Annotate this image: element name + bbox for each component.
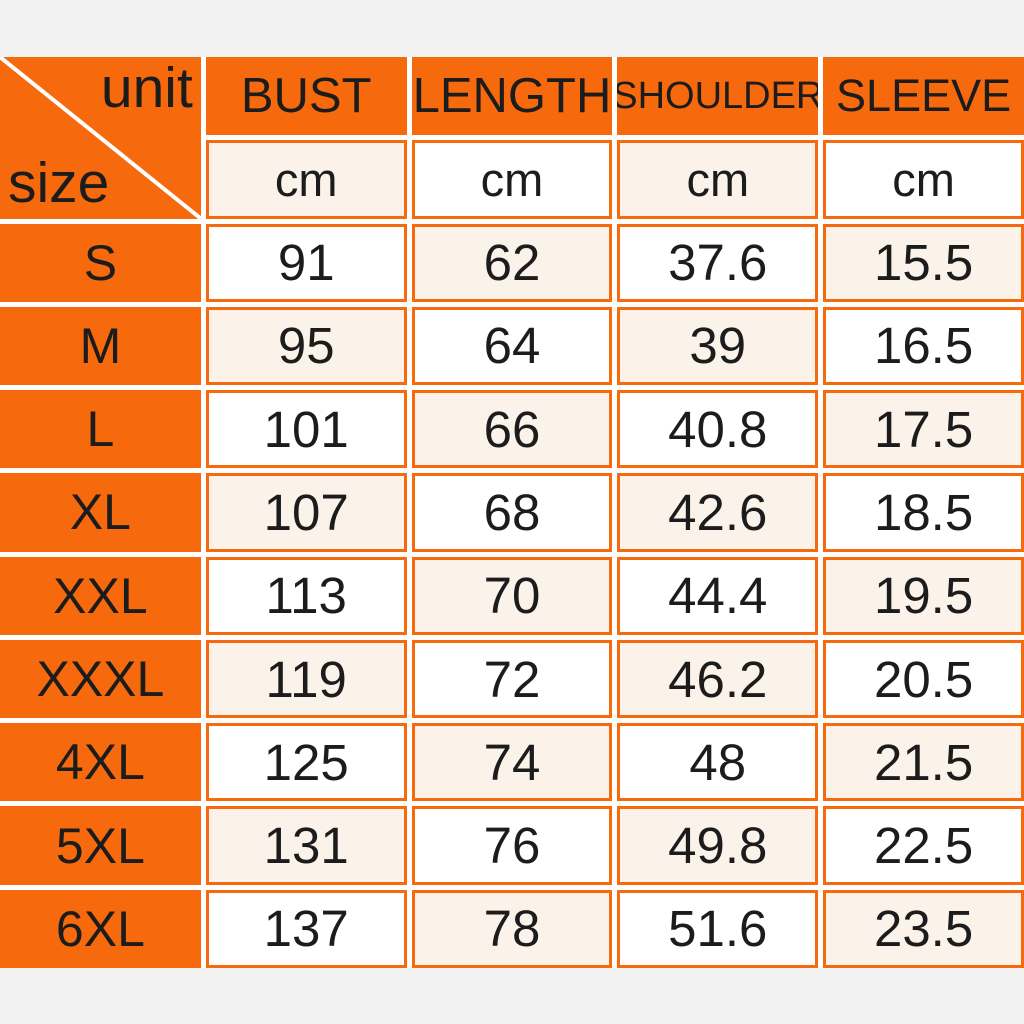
unit-cell-shoulder: cm: [617, 140, 819, 219]
header-cell-sleeve: SLEEVE: [823, 57, 1024, 136]
value-cell-4xl-sleeve: 21.5: [823, 723, 1024, 802]
value-cell-6xl-length: 78: [411, 889, 613, 968]
value-cell-xxl-shoulder: 44.4: [617, 556, 819, 635]
value-cell-5xl-sleeve: 22.5: [823, 806, 1024, 885]
size-label-5xl: 5XL: [0, 806, 201, 885]
value-cell-s-sleeve: 15.5: [823, 223, 1024, 302]
value-cell-4xl-length: 74: [411, 723, 613, 802]
value-cell-xxl-length: 70: [411, 556, 613, 635]
header-cell-bust: BUST: [205, 57, 407, 136]
unit-cell-bust: cm: [205, 140, 407, 219]
value-cell-l-bust: 101: [205, 390, 407, 469]
value-cell-xxl-bust: 113: [205, 556, 407, 635]
value-cell-s-shoulder: 37.6: [617, 223, 819, 302]
value-cell-4xl-bust: 125: [205, 723, 407, 802]
corner-size-label: size: [8, 150, 110, 215]
value-cell-s-length: 62: [411, 223, 613, 302]
value-cell-6xl-sleeve: 23.5: [823, 889, 1024, 968]
value-cell-xxxl-bust: 119: [205, 639, 407, 719]
value-cell-6xl-shoulder: 51.6: [617, 889, 819, 968]
size-chart-table: unit size BUST LENGTH SHOULDER SLEEVE cm…: [0, 57, 1024, 968]
value-cell-xxxl-sleeve: 20.5: [823, 639, 1024, 719]
value-cell-m-sleeve: 16.5: [823, 306, 1024, 386]
size-label-xl: XL: [0, 473, 201, 552]
header-cell-shoulder: SHOULDER: [617, 57, 819, 136]
unit-cell-length: cm: [411, 140, 613, 219]
diagonal-divider-line: [0, 57, 201, 219]
value-cell-s-bust: 91: [205, 223, 407, 302]
value-cell-xl-bust: 107: [205, 473, 407, 552]
value-cell-xxl-sleeve: 19.5: [823, 556, 1024, 635]
value-cell-5xl-bust: 131: [205, 806, 407, 885]
size-label-xxl: XXL: [0, 556, 201, 635]
corner-unit-size-cell: unit size: [0, 57, 201, 219]
size-label-4xl: 4XL: [0, 723, 201, 802]
size-label-l: L: [0, 390, 201, 469]
value-cell-xl-length: 68: [411, 473, 613, 552]
corner-unit-label: unit: [100, 57, 193, 120]
header-cell-length: LENGTH: [411, 57, 613, 136]
value-cell-5xl-length: 76: [411, 806, 613, 885]
value-cell-m-bust: 95: [205, 306, 407, 386]
value-cell-xl-shoulder: 42.6: [617, 473, 819, 552]
value-cell-4xl-shoulder: 48: [617, 723, 819, 802]
value-cell-l-shoulder: 40.8: [617, 390, 819, 469]
size-label-xxxl: XXXL: [0, 639, 201, 719]
value-cell-5xl-shoulder: 49.8: [617, 806, 819, 885]
size-label-s: S: [0, 223, 201, 302]
value-cell-xxxl-shoulder: 46.2: [617, 639, 819, 719]
value-cell-xl-sleeve: 18.5: [823, 473, 1024, 552]
value-cell-l-sleeve: 17.5: [823, 390, 1024, 469]
size-label-m: M: [0, 306, 201, 386]
size-label-6xl: 6XL: [0, 889, 201, 968]
unit-cell-sleeve: cm: [823, 140, 1024, 219]
value-cell-m-shoulder: 39: [617, 306, 819, 386]
value-cell-6xl-bust: 137: [205, 889, 407, 968]
value-cell-l-length: 66: [411, 390, 613, 469]
value-cell-xxxl-length: 72: [411, 639, 613, 719]
value-cell-m-length: 64: [411, 306, 613, 386]
